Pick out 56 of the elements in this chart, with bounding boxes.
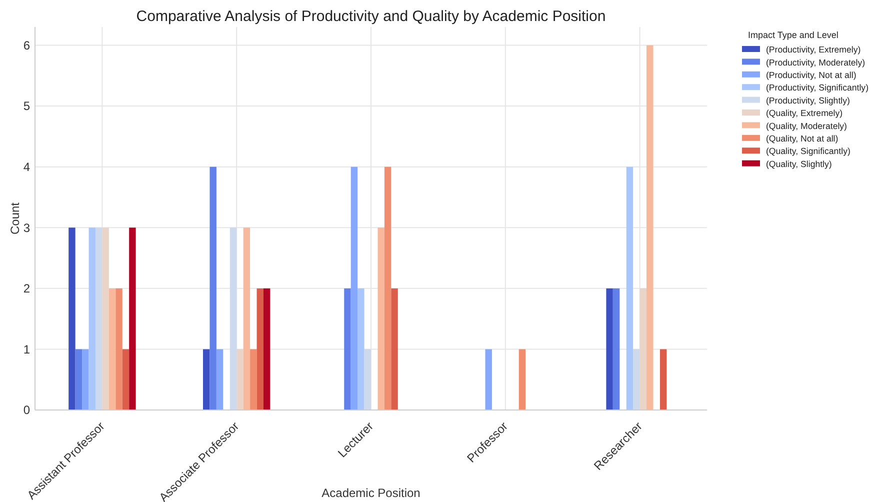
bar [660,349,667,410]
bar [364,349,371,410]
bar [384,166,392,410]
bar [216,349,224,410]
bar [75,349,82,410]
y-tick-label: 3 [23,220,30,235]
y-tick-label: 1 [23,342,30,356]
bar [210,166,216,410]
legend-title: Impact Type and Level [748,30,838,40]
legend-label: (Quality, Extremely) [766,108,843,118]
bar [378,228,384,410]
bar [626,166,634,410]
bar [358,288,364,410]
legend-label: (Quality, Moderately) [766,120,848,131]
legend-label: (Productivity, Moderately) [766,57,866,68]
bar [612,288,620,410]
bar [350,166,358,410]
legend-label: (Productivity, Slightly) [766,95,850,106]
y-tick-label: 0 [23,403,30,418]
bar [122,349,130,410]
bar [646,45,654,410]
legend-label: (Productivity, Extremely) [766,44,861,55]
bar [485,349,492,410]
bar [108,288,116,410]
bar [230,228,237,410]
bar [95,228,102,410]
bar [88,228,96,410]
bar [129,228,136,410]
bar [236,349,244,410]
bar [391,288,398,410]
bar [203,349,210,410]
bar [82,349,89,410]
bar [256,288,264,410]
bar [606,288,613,410]
legend-label: (Quality, Significantly) [766,146,850,156]
y-tick-label: 6 [23,38,30,52]
legend-label: (Quality, Slightly) [766,158,832,169]
x-axis-title: Academic Position [322,486,420,500]
legend-label: (Quality, Not at all) [766,134,838,144]
legend-label: (Productivity, Significantly) [766,82,869,93]
bar [116,288,122,410]
bar [518,349,526,410]
y-tick-label: 2 [23,282,30,296]
bar [263,288,270,410]
bar [344,288,351,410]
bar [102,228,109,410]
bar [68,228,76,410]
bar [243,228,250,410]
bar [633,349,640,410]
bar [250,349,257,410]
y-axis-title: Count [8,202,22,235]
chart-title: Comparative Analysis of Productivity and Quality by Academic Position [136,8,606,25]
legend-label: (Productivity, Not at all) [766,70,856,80]
y-tick-label: 4 [23,160,30,174]
bar [640,288,647,410]
y-tick-label: 5 [23,99,30,114]
